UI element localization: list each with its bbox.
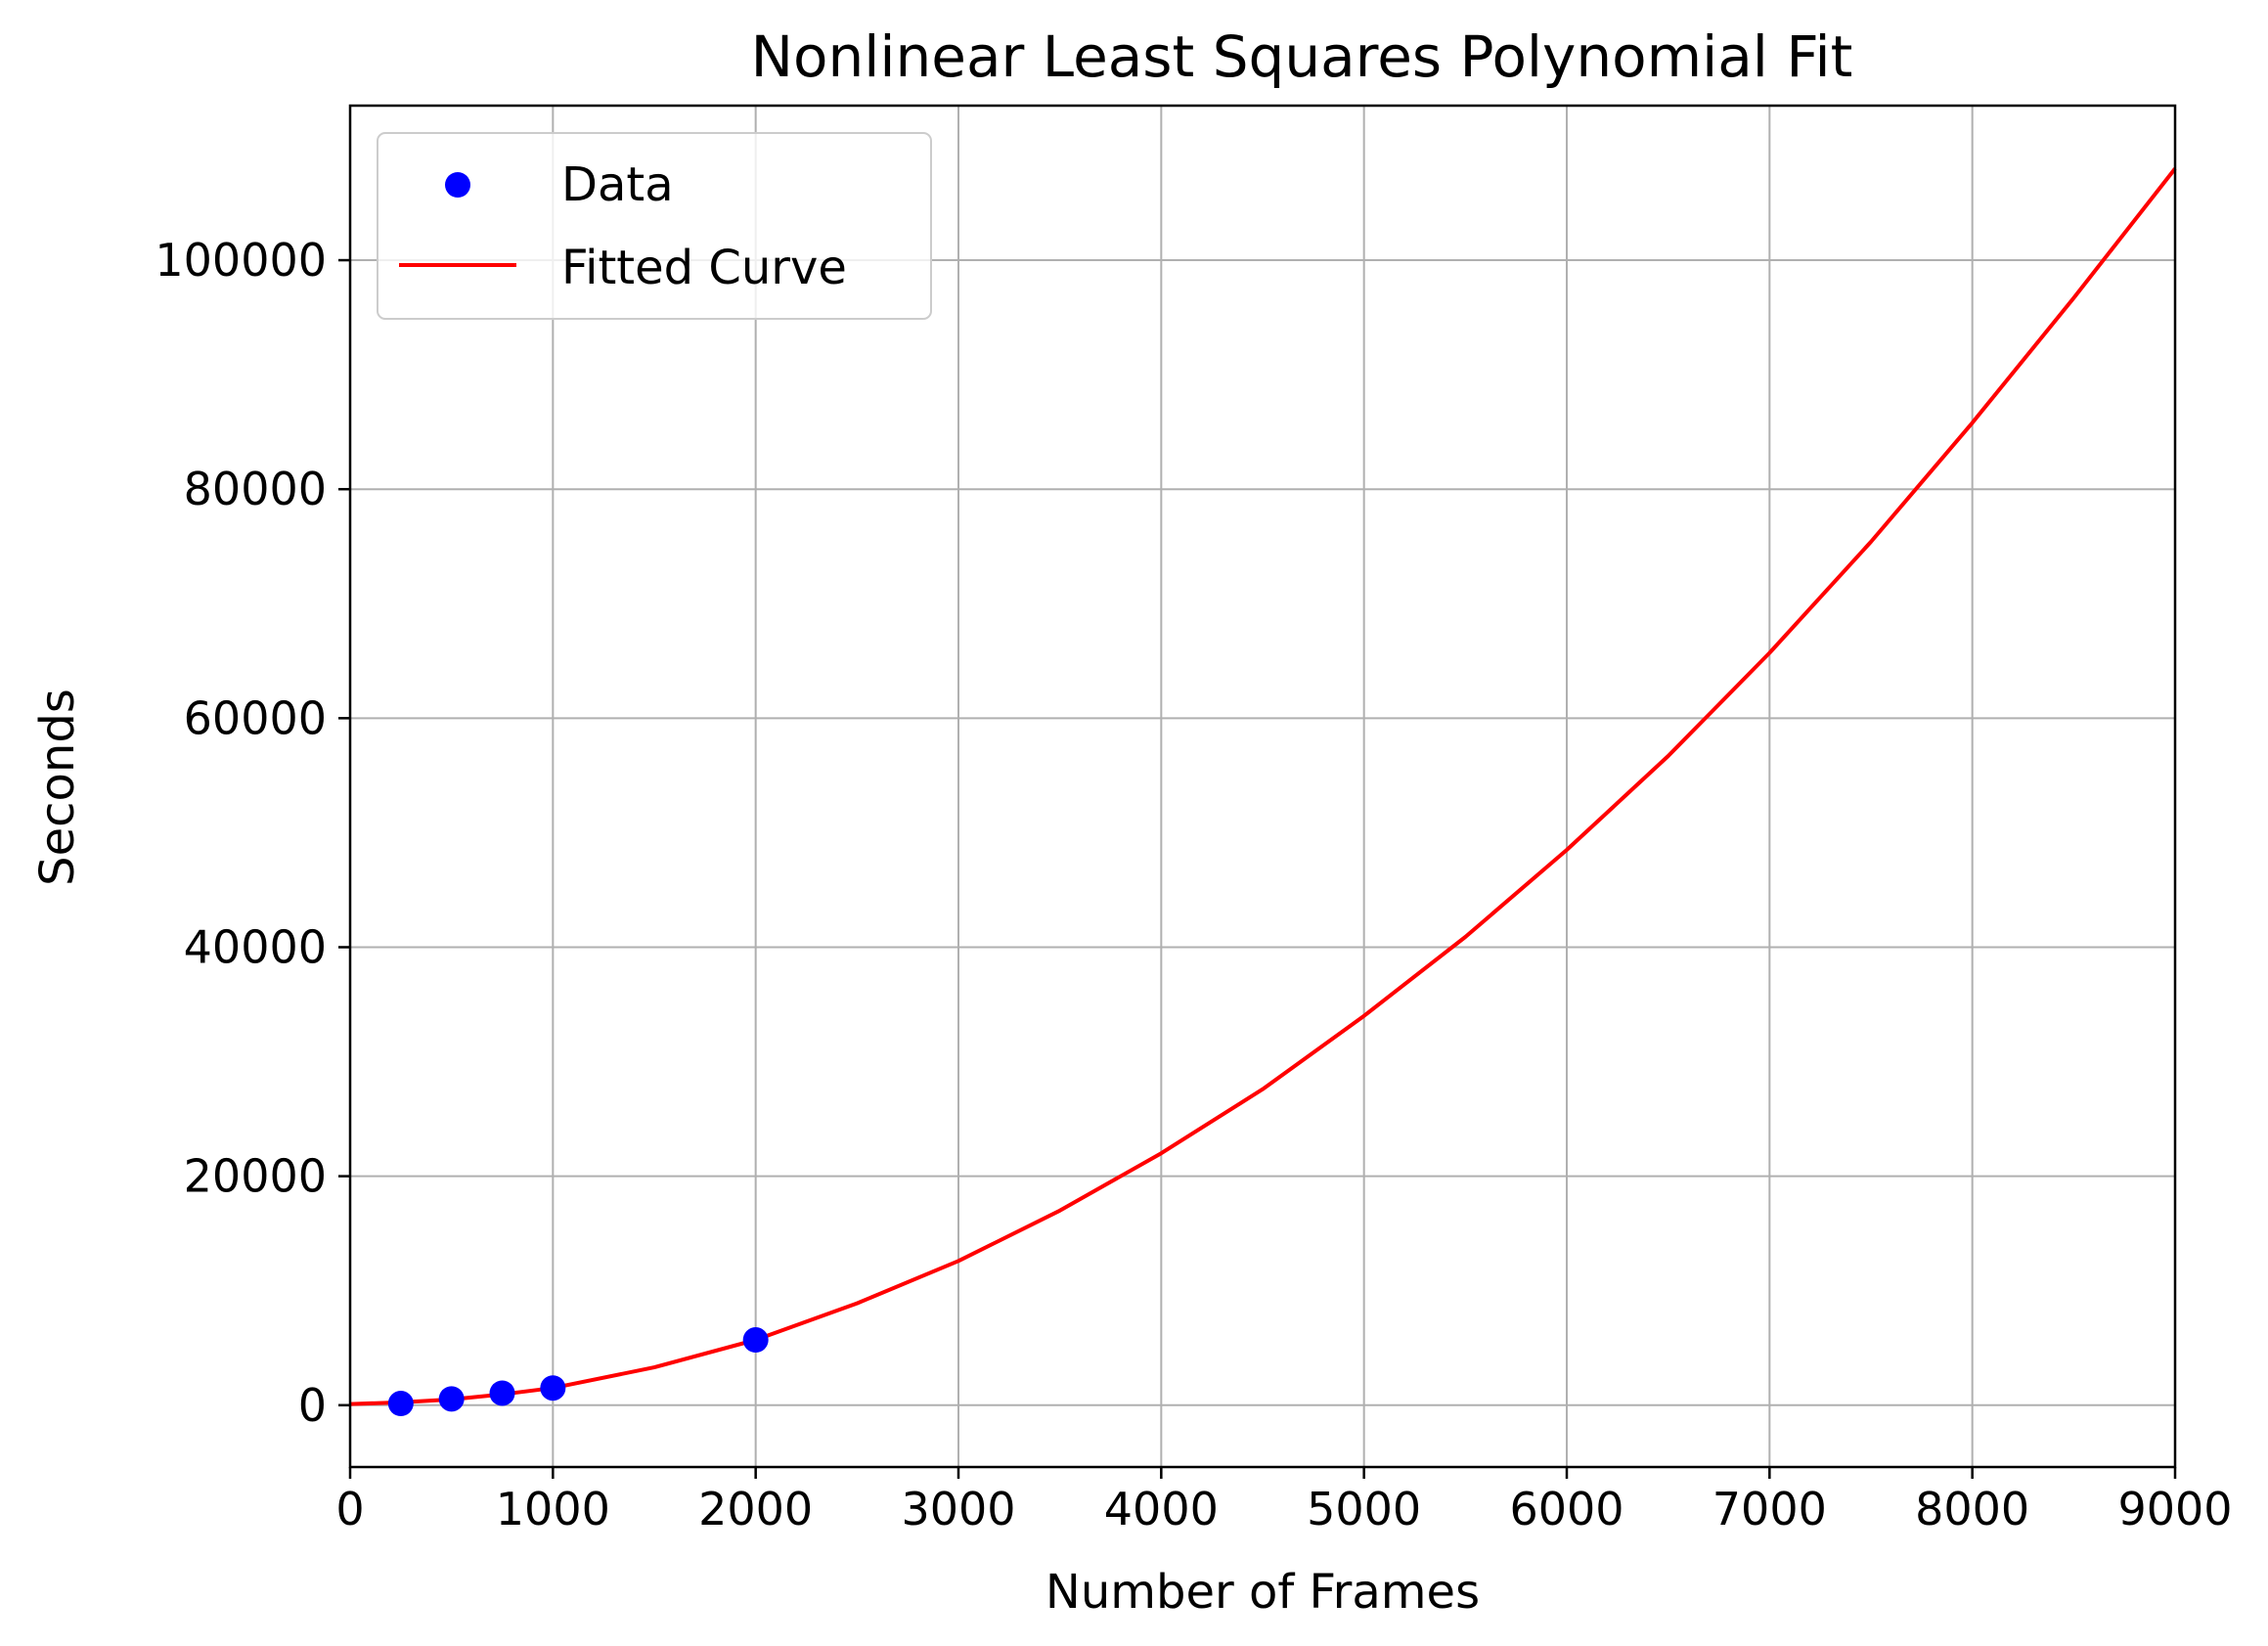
legend: Data Fitted Curve: [377, 132, 932, 320]
data-point: [540, 1375, 566, 1401]
x-tick-label: 7000: [1712, 1483, 1827, 1535]
data-point: [742, 1327, 769, 1354]
y-tick-label: 20000: [184, 1150, 327, 1203]
legend-fitted-curve-label: Fitted Curve: [561, 241, 847, 295]
y-tick-label: 100000: [155, 234, 327, 287]
axis-ticks: 0 1000 2000 3000 4000 5000 6000 7000 8000 9000 0 20…: [155, 234, 2232, 1535]
x-tick-label: 3000: [901, 1483, 1015, 1535]
y-axis-label: Seconds: [30, 689, 85, 886]
legend-data-label: Data: [561, 157, 674, 212]
x-tick-label: 2000: [698, 1483, 813, 1535]
x-tick-label: 9000: [2117, 1483, 2232, 1535]
y-tick-label: 60000: [184, 691, 327, 744]
x-tick-label: 5000: [1307, 1483, 1421, 1535]
y-tick-label: 0: [298, 1379, 327, 1432]
legend-data-marker: [445, 172, 470, 198]
y-tick-label: 40000: [184, 920, 327, 973]
legend-frame: [377, 132, 932, 320]
x-axis-label: Number of Frames: [1045, 1565, 1480, 1620]
fitted-curve-line: [349, 167, 2177, 1406]
grid: [349, 106, 2176, 1467]
data-points-layer: [387, 1327, 769, 1417]
chart-title: Nonlinear Least Squares Polynomial Fit: [751, 23, 1853, 90]
data-point: [387, 1391, 414, 1417]
x-tick-label: 4000: [1104, 1483, 1219, 1535]
y-tick-label: 80000: [184, 463, 327, 515]
x-tick-label: 6000: [1509, 1483, 1623, 1535]
data-point: [438, 1386, 465, 1412]
x-tick-label: 1000: [496, 1483, 610, 1535]
data-point: [489, 1380, 515, 1406]
x-tick-label: 0: [335, 1483, 364, 1535]
x-tick-label: 8000: [1915, 1483, 2029, 1535]
fitted-curve-layer: [349, 167, 2177, 1406]
plot-frame: [348, 104, 2177, 1469]
